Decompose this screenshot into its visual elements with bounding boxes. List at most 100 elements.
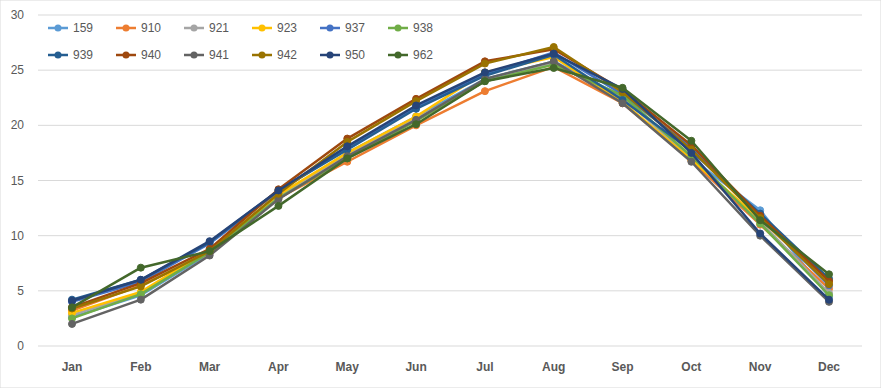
legend-label: 942 — [277, 48, 297, 62]
legend-marker — [327, 25, 334, 32]
legend-marker — [259, 52, 266, 59]
series-marker — [757, 230, 764, 237]
series-marker — [481, 78, 488, 85]
series-line — [72, 61, 829, 324]
legend: 159910921923937938939940941942950962 — [48, 21, 433, 62]
series-line — [72, 49, 829, 307]
series-marker — [481, 78, 488, 85]
series-marker — [344, 155, 351, 162]
chart: 051015202530JanFebMarAprMayJunJulAugSepO… — [0, 0, 881, 388]
series-marker — [481, 88, 488, 95]
series-marker — [69, 304, 76, 311]
series-marker — [619, 100, 626, 107]
series-marker — [275, 187, 282, 194]
series-marker — [413, 102, 420, 109]
legend-label: 938 — [413, 21, 433, 35]
series-marker — [757, 217, 764, 224]
legend-marker — [55, 52, 62, 59]
legend-label: 962 — [413, 48, 433, 62]
series-marker — [826, 296, 833, 303]
y-tick-label: 30 — [11, 8, 25, 22]
series-marker — [550, 64, 557, 71]
series-marker — [137, 264, 144, 271]
legend-marker — [191, 52, 198, 59]
series-marker — [413, 121, 420, 128]
series-line — [72, 65, 829, 319]
x-tick-label: Oct — [681, 360, 701, 374]
legend-marker — [123, 25, 130, 32]
x-tick-label: Jul — [476, 360, 493, 374]
series-marker — [69, 297, 76, 304]
x-tick-label: Sep — [612, 360, 634, 374]
grid-line — [38, 180, 862, 181]
legend-label: 941 — [209, 48, 229, 62]
y-tick-label: 5 — [17, 284, 24, 298]
series-marker — [206, 248, 213, 255]
series-marker — [619, 100, 626, 107]
series-marker — [344, 155, 351, 162]
series-marker — [481, 69, 488, 76]
legend-marker — [55, 25, 62, 32]
series-marker — [206, 248, 213, 255]
series-marker — [550, 50, 557, 57]
series-marker — [826, 271, 833, 278]
x-tick-label: Aug — [542, 360, 565, 374]
legend-marker — [123, 52, 130, 59]
series-marker — [481, 69, 488, 76]
series-line — [72, 47, 829, 308]
y-tick-label: 25 — [11, 63, 25, 77]
legend-label: 910 — [141, 21, 161, 35]
series-marker — [275, 187, 282, 194]
legend-label: 937 — [345, 21, 365, 35]
legend-label: 159 — [73, 21, 93, 35]
series-marker — [137, 276, 144, 283]
grid-line — [38, 346, 862, 347]
legend-marker — [191, 25, 198, 32]
grid-line — [38, 70, 862, 71]
legend-label: 939 — [73, 48, 93, 62]
legend-marker — [395, 52, 402, 59]
series-marker — [69, 320, 76, 327]
legend-marker — [259, 25, 266, 32]
series-marker — [69, 304, 76, 311]
legend-label: 923 — [277, 21, 297, 35]
series-marker — [619, 84, 626, 91]
series-marker — [137, 283, 144, 290]
legend-label: 940 — [141, 48, 161, 62]
series-marker — [275, 202, 282, 209]
series-line — [72, 57, 829, 313]
legend-label: 950 — [345, 48, 365, 62]
series-marker — [688, 158, 695, 165]
series-marker — [481, 60, 488, 67]
grid-line — [38, 235, 862, 236]
series-marker — [206, 248, 213, 255]
background — [0, 0, 881, 388]
x-tick-label: Mar — [199, 360, 221, 374]
series-marker — [826, 281, 833, 288]
series-marker — [688, 137, 695, 144]
series-line — [72, 54, 829, 301]
grid-line — [38, 125, 862, 126]
x-tick-label: Apr — [268, 360, 289, 374]
y-tick-label: 0 — [17, 339, 24, 353]
series-marker — [688, 149, 695, 156]
series-marker — [206, 238, 213, 245]
series-marker — [550, 43, 557, 50]
series-marker — [481, 78, 488, 85]
series-marker — [550, 58, 557, 65]
grid-line — [38, 15, 862, 16]
x-tick-label: May — [336, 360, 360, 374]
grid-line — [38, 290, 862, 291]
series-marker — [137, 276, 144, 283]
legend-marker — [395, 25, 402, 32]
y-tick-label: 15 — [11, 174, 25, 188]
legend-marker — [327, 52, 334, 59]
series-marker — [137, 296, 144, 303]
x-tick-label: Jan — [62, 360, 83, 374]
series-marker — [550, 58, 557, 65]
x-tick-label: Nov — [749, 360, 772, 374]
y-tick-label: 20 — [11, 118, 25, 132]
series-marker — [344, 143, 351, 150]
x-tick-label: Feb — [130, 360, 151, 374]
plot-area — [69, 43, 833, 327]
